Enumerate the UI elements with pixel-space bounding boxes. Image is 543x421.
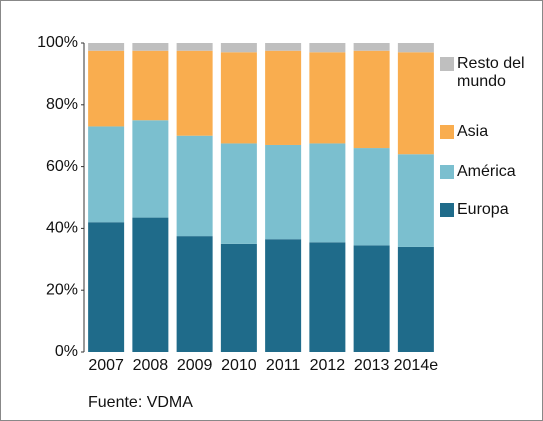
- legend-swatch: [440, 165, 454, 179]
- legend-swatch: [440, 203, 454, 217]
- y-tick-label: 60%: [46, 158, 78, 175]
- bar-segment: [265, 239, 302, 352]
- legend-item: América: [440, 163, 540, 181]
- legend-item: Europa: [440, 201, 540, 219]
- y-tick-label: 0%: [55, 343, 78, 360]
- bar-segment: [309, 52, 346, 144]
- bar-segment: [132, 217, 169, 352]
- bar-segment: [309, 242, 346, 352]
- bar-segment: [265, 144, 302, 240]
- bar-segment: [132, 43, 169, 51]
- x-tick-label: 2009: [177, 357, 213, 374]
- y-tick-label: 100%: [37, 34, 78, 51]
- bar-segment: [176, 43, 213, 51]
- legend-swatch: [440, 125, 454, 139]
- bar-segment: [397, 246, 434, 352]
- legend-label: Asia: [457, 123, 489, 140]
- bar-segment: [309, 43, 346, 53]
- bar-segment: [309, 143, 346, 243]
- legend-item: Asia: [440, 123, 540, 141]
- bar-segment: [176, 50, 213, 136]
- bar-segment: [220, 143, 257, 244]
- legend-swatch: [440, 57, 454, 71]
- legend-label: Europa: [457, 201, 509, 218]
- bar-segment: [353, 43, 390, 51]
- legend-label: América: [457, 163, 516, 180]
- bar-segment: [265, 43, 302, 51]
- x-tick-label: 2007: [88, 357, 124, 374]
- legend-label: Resto del mundo: [457, 55, 525, 90]
- bar-segment: [397, 154, 434, 247]
- bar-segment: [353, 148, 390, 246]
- y-tick-label: 40%: [46, 220, 78, 237]
- bar-segment: [176, 236, 213, 352]
- bar-segment: [88, 126, 125, 223]
- bar-segment: [88, 222, 125, 352]
- bar-segment: [132, 50, 169, 121]
- x-tick-label: 2008: [133, 357, 169, 374]
- x-tick-label: 2012: [310, 357, 346, 374]
- bar-segment: [353, 50, 390, 149]
- bar-segment: [220, 52, 257, 144]
- bar-segment: [397, 43, 434, 53]
- bar-segment: [88, 43, 125, 51]
- x-tick-label: 2013: [354, 357, 390, 374]
- source-note: Fuente: VDMA: [88, 394, 193, 411]
- bar-segment: [397, 52, 434, 155]
- bar-segment: [88, 50, 125, 127]
- y-tick-label: 20%: [46, 281, 78, 298]
- bar-segment: [353, 245, 390, 352]
- x-tick-label: 2010: [221, 357, 257, 374]
- x-tick-label: 2014e: [394, 357, 439, 374]
- bar-segment: [132, 120, 169, 218]
- bar-segment: [220, 243, 257, 352]
- bar-segment: [176, 135, 213, 237]
- x-tick-label: 2011: [266, 357, 301, 374]
- bar-segment: [220, 43, 257, 53]
- bar-segment: [265, 50, 302, 145]
- y-tick-label: 80%: [46, 96, 78, 113]
- legend-item: Resto del mundo: [440, 55, 540, 91]
